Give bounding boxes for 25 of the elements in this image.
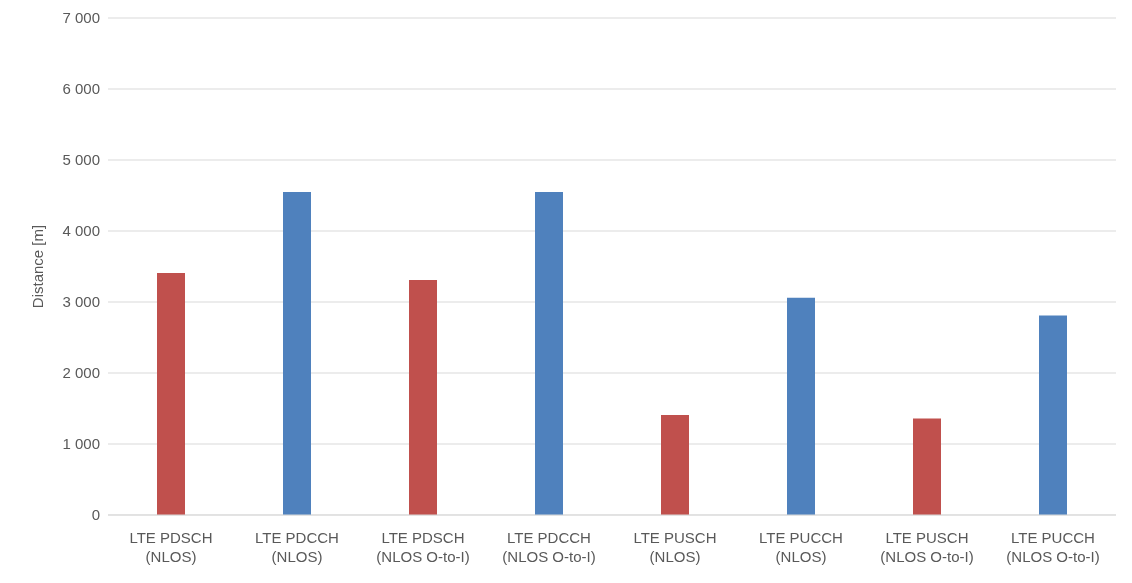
x-tick-label: LTE PUCCH (NLOS) (759, 528, 843, 565)
bar (283, 191, 311, 515)
x-tick-label: LTE PDSCH (NLOS O-to-I) (376, 528, 470, 565)
y-tick-label: 4 000 (62, 222, 100, 240)
bar (661, 414, 689, 515)
x-tick-label: LTE PDCCH (NLOS) (255, 528, 339, 565)
bar (1039, 315, 1067, 515)
y-tick-label: 7 000 (62, 9, 100, 27)
x-tick-label: LTE PUCCH (NLOS O-to-I) (1006, 528, 1100, 565)
x-tick-label: LTE PDSCH (NLOS) (129, 528, 213, 565)
bar (787, 297, 815, 515)
x-tick-label: LTE PUSCH (NLOS O-to-I) (880, 528, 974, 565)
y-tick-label: 6 000 (62, 80, 100, 98)
y-tick-label: 0 (91, 506, 100, 524)
bar (535, 191, 563, 515)
x-tick-label: LTE PDCCH (NLOS O-to-I) (502, 528, 596, 565)
y-axis-title: Distance [m] (29, 224, 47, 309)
y-tick-label: 3 000 (62, 293, 100, 311)
y-tick-label: 2 000 (62, 364, 100, 382)
y-tick-label: 5 000 (62, 151, 100, 169)
x-tick-label: LTE PUSCH (NLOS) (633, 528, 717, 565)
bar (409, 279, 437, 515)
bar (157, 272, 185, 515)
y-tick-label: 1 000 (62, 435, 100, 453)
bar (913, 418, 941, 515)
